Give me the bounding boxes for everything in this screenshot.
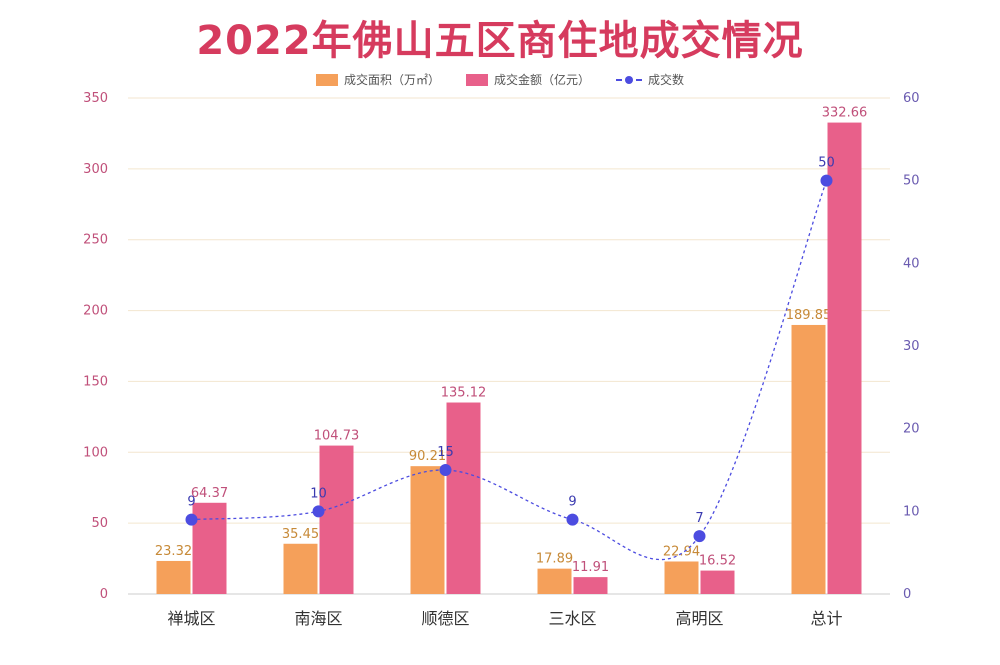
chart-title: 2022年佛山五区商住地成交情况 [196, 18, 804, 64]
legend-item-amount: 成交金额（亿元） [465, 71, 590, 88]
legend: 成交面积（万㎡） 成交金额（亿元） 成交数 [0, 71, 1000, 88]
y-left-tick-label: 350 [83, 91, 108, 106]
x-category-label: 高明区 [675, 609, 723, 628]
point-count [566, 513, 579, 526]
y-right-tick-label: 60 [903, 91, 920, 106]
bar-amount [573, 577, 608, 594]
y-right-tick-label: 0 [903, 587, 911, 602]
point-count-label: 10 [310, 486, 327, 501]
point-count-label: 50 [818, 156, 835, 171]
legend-swatch-amount [465, 73, 488, 86]
legend-swatch-area [315, 73, 338, 86]
y-right-tick-label: 30 [903, 339, 920, 354]
y-left-tick-label: 50 [91, 516, 108, 531]
bar-amount [827, 122, 862, 595]
y-left-tick-label: 200 [83, 304, 108, 319]
y-right-tick-label: 20 [903, 422, 920, 437]
point-count-label: 7 [695, 511, 703, 526]
bar-area-label: 22.94 [663, 544, 700, 559]
point-count-label: 9 [568, 495, 576, 510]
y-left-tick-label: 100 [83, 445, 108, 460]
bar-amount-label: 11.91 [572, 560, 609, 575]
bar-amount-label: 64.37 [191, 486, 228, 501]
bar-amount-label: 332.66 [822, 106, 868, 121]
bar-amount [700, 570, 735, 594]
bar-area [791, 324, 826, 594]
y-right-tick-label: 40 [903, 256, 920, 271]
y-right-tick-label: 10 [903, 504, 920, 519]
bar-area [664, 561, 699, 594]
x-category-label: 顺德区 [421, 609, 469, 628]
legend-label-amount: 成交金额（亿元） [493, 73, 590, 87]
y-right-tick-label: 50 [903, 174, 920, 189]
legend-item-count: 成交数 [616, 71, 684, 88]
bar-area-label: 35.45 [282, 527, 319, 542]
bar-area-label: 17.89 [536, 552, 573, 567]
bar-amount-label: 104.73 [314, 429, 360, 444]
point-count [693, 530, 706, 543]
legend-item-area: 成交面积（万㎡） [315, 71, 440, 88]
y-left-tick-label: 0 [100, 587, 108, 602]
bar-area [283, 543, 318, 594]
y-left-tick-label: 300 [83, 162, 108, 177]
point-count-label: 9 [187, 495, 195, 510]
point-count [820, 174, 833, 187]
x-category-label: 禅城区 [167, 609, 215, 628]
bar-area [156, 560, 191, 594]
legend-label-count: 成交数 [648, 73, 685, 87]
x-category-label: 三水区 [548, 609, 596, 628]
point-count [312, 505, 325, 518]
bar-area-label: 90.21 [409, 449, 446, 464]
bar-amount-label: 135.12 [441, 386, 487, 401]
series-line-count [191, 180, 828, 561]
bar-area-label: 189.85 [786, 308, 832, 323]
point-count [439, 464, 452, 476]
bar-amount-label: 16.52 [699, 554, 736, 569]
bar-amount [192, 502, 227, 594]
bar-area-label: 23.32 [155, 544, 192, 559]
legend-swatch-count [616, 74, 642, 86]
legend-label-area: 成交面积（万㎡） [343, 73, 440, 87]
x-category-label: 南海区 [294, 609, 342, 628]
bar-amount [446, 402, 481, 594]
x-category-label: 总计 [810, 609, 842, 628]
y-left-tick-label: 250 [83, 233, 108, 248]
bar-amount [319, 445, 354, 594]
bar-area [410, 466, 445, 594]
bar-area [537, 568, 572, 594]
point-count [185, 513, 198, 526]
point-count-label: 15 [437, 445, 454, 460]
y-left-tick-label: 150 [83, 374, 108, 389]
